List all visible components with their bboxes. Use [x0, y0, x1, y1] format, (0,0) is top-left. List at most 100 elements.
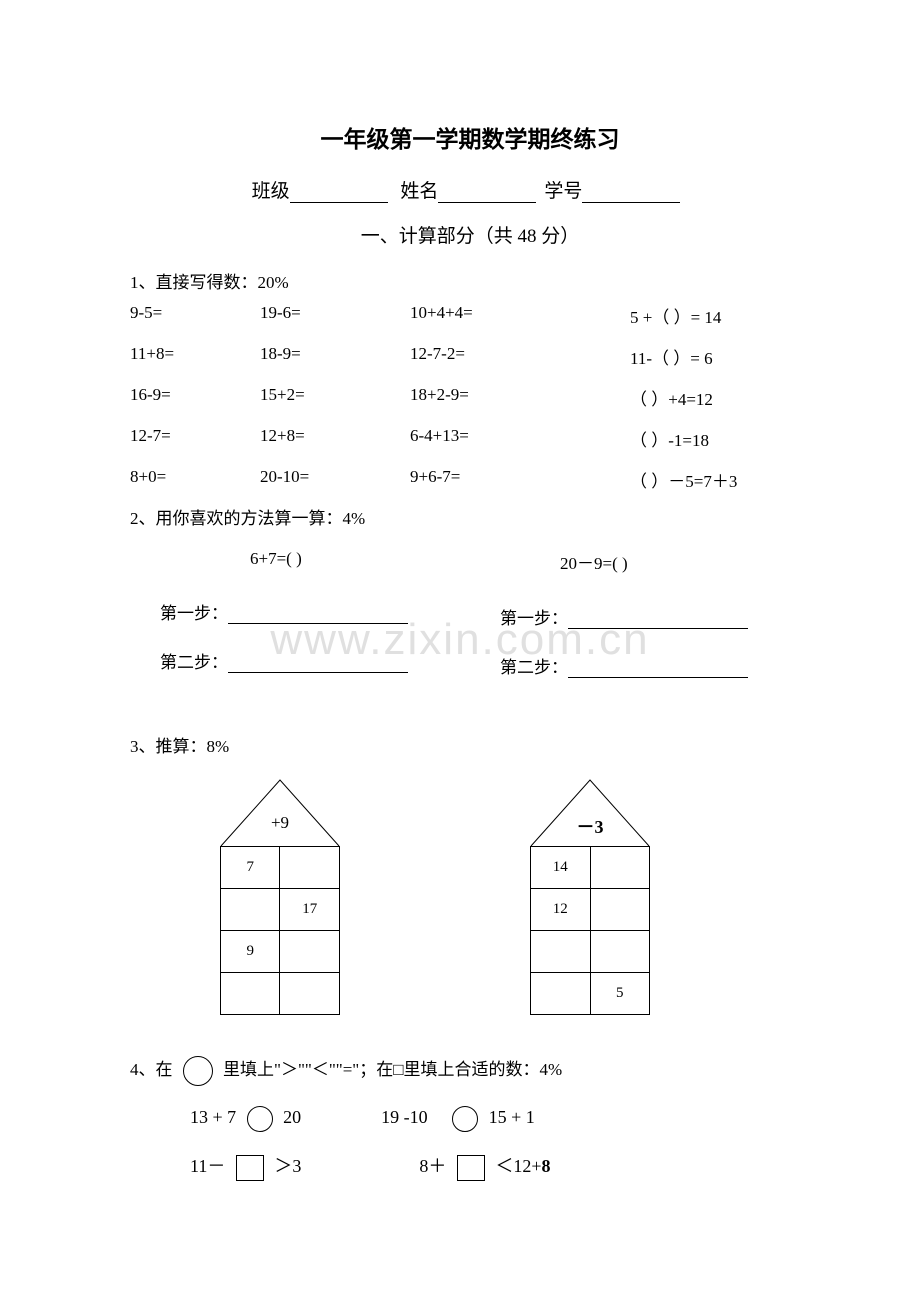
- q4-label: 4、在 里填上"＞""＜""="；在□里填上合适的数：4%: [130, 1055, 810, 1086]
- step2-label: 第二步：: [160, 653, 228, 672]
- step1-label: 第一步：: [500, 609, 568, 628]
- table-row: [221, 973, 340, 1015]
- expr-text: ＜12+: [495, 1156, 541, 1176]
- house-left: +9 7 17 9: [215, 777, 345, 1015]
- q4-item: 13 + 7 20: [190, 1106, 301, 1132]
- eq-cell: 10+4+4=: [410, 303, 600, 328]
- table-row: [531, 931, 650, 973]
- q4-line-1: 13 + 7 20 19 -10 15 + 1: [130, 1106, 810, 1132]
- table-cell[interactable]: 9: [221, 931, 280, 973]
- q2-right-expression: 20－9=( ): [470, 549, 810, 574]
- table-cell[interactable]: [531, 973, 591, 1015]
- eq-cell: 18+2-9=: [410, 385, 600, 410]
- table-row: 7: [221, 847, 340, 889]
- expr-text: 15 + 1: [489, 1107, 535, 1127]
- eq-cell: 11-（ ）= 6: [600, 344, 810, 369]
- table-cell[interactable]: [221, 889, 280, 931]
- table-cell[interactable]: [280, 931, 340, 973]
- table-row: 12: [531, 889, 650, 931]
- table-cell[interactable]: 5: [590, 973, 649, 1015]
- page-title: 一年级第一学期数学期终练习: [130, 120, 810, 154]
- step1-label: 第一步：: [160, 604, 228, 623]
- eq-cell: 15+2=: [260, 385, 410, 410]
- q4-item: 11－ ＞3: [190, 1152, 301, 1181]
- step-blank[interactable]: [568, 662, 748, 678]
- q2-left-step1: 第一步：: [130, 599, 470, 624]
- student-info-line: 班级 姓名 学号: [130, 176, 810, 203]
- q2-label: 2、用你喜欢的方法算一算：4%: [130, 504, 810, 529]
- q2-left-column: 6+7=( ) 第一步： 第二步：: [130, 549, 470, 702]
- expr-text: 8＋: [419, 1156, 446, 1176]
- table-cell[interactable]: 17: [280, 889, 340, 931]
- step-blank[interactable]: [228, 608, 408, 624]
- id-label: 学号: [544, 181, 582, 202]
- house-right-table: 14 12 5: [530, 846, 650, 1015]
- eq-cell: 11+8=: [130, 344, 260, 369]
- answer-circle[interactable]: [452, 1106, 478, 1132]
- eq-cell: 16-9=: [130, 385, 260, 410]
- eq-cell: 18-9=: [260, 344, 410, 369]
- eq-cell: （ ）－5=7＋3: [600, 467, 810, 492]
- table-row: 17: [221, 889, 340, 931]
- table-cell[interactable]: 7: [221, 847, 280, 889]
- q3-label: 3、推算：8%: [130, 732, 810, 757]
- expr-text: 11－: [190, 1156, 225, 1176]
- table-cell[interactable]: [590, 847, 649, 889]
- expr-text: 20: [283, 1107, 301, 1127]
- step-blank[interactable]: [568, 613, 748, 629]
- answer-circle[interactable]: [247, 1106, 273, 1132]
- class-blank[interactable]: [290, 185, 388, 203]
- table-cell[interactable]: [280, 973, 340, 1015]
- q2-left-step2: 第二步：: [130, 648, 470, 673]
- house-left-op: +9: [215, 813, 345, 833]
- q4-label-pre: 4、在: [130, 1060, 173, 1079]
- answer-square[interactable]: [457, 1155, 485, 1181]
- house-right-op: －3: [525, 813, 655, 839]
- eq-cell: 12+8=: [260, 426, 410, 451]
- table-cell[interactable]: 12: [531, 889, 591, 931]
- expr-text: 13 + 7: [190, 1107, 236, 1127]
- eq-cell: 20-10=: [260, 467, 410, 492]
- table-row: 5: [531, 973, 650, 1015]
- table-cell[interactable]: [221, 973, 280, 1015]
- eq-cell: 19-6=: [260, 303, 410, 328]
- eq-cell: （ ）+4=12: [600, 385, 810, 410]
- q2-right-column: 20－9=( ) 第一步： 第二步：: [470, 549, 810, 702]
- q4-line-2: 11－ ＞3 8＋ ＜12+8: [130, 1152, 810, 1181]
- expr-text: 19 -10: [381, 1107, 428, 1127]
- house-right: －3 14 12 5: [525, 777, 655, 1015]
- eq-cell: 6-4+13=: [410, 426, 600, 451]
- eq-cell: 9-5=: [130, 303, 260, 328]
- q3-container: +9 7 17 9 －3 14 12 5: [130, 777, 810, 1015]
- circle-icon: [183, 1056, 213, 1086]
- section-1-header: 一、计算部分（共 48 分）: [130, 221, 810, 248]
- table-row: 14: [531, 847, 650, 889]
- eq-cell: （ ）-1=18: [600, 426, 810, 451]
- class-label: 班级: [252, 181, 290, 202]
- q1-label: 1、直接写得数：20%: [130, 268, 810, 293]
- step-blank[interactable]: [228, 657, 408, 673]
- table-cell[interactable]: [531, 931, 591, 973]
- q4-item: 19 -10 15 + 1: [381, 1106, 535, 1132]
- q2-left-expression: 6+7=( ): [130, 549, 470, 569]
- house-left-table: 7 17 9: [220, 846, 340, 1015]
- table-row: 9: [221, 931, 340, 973]
- eq-cell: 8+0=: [130, 467, 260, 492]
- q2-right-step2: 第二步：: [470, 653, 810, 678]
- eq-cell: 12-7=: [130, 426, 260, 451]
- table-cell[interactable]: [590, 889, 649, 931]
- eq-cell: 9+6-7=: [410, 467, 600, 492]
- eq-cell: 12-7-2=: [410, 344, 600, 369]
- name-label: 姓名: [400, 181, 438, 202]
- table-cell[interactable]: [280, 847, 340, 889]
- q4-label-post: 里填上"＞""＜""="；在□里填上合适的数：4%: [223, 1060, 562, 1079]
- eq-cell: 5 +（ ）= 14: [600, 303, 810, 328]
- name-blank[interactable]: [438, 185, 536, 203]
- answer-square[interactable]: [236, 1155, 264, 1181]
- id-blank[interactable]: [582, 185, 680, 203]
- step2-label: 第二步：: [500, 658, 568, 677]
- table-cell[interactable]: [590, 931, 649, 973]
- q4-item: 8＋ ＜12+8: [419, 1152, 550, 1181]
- table-cell[interactable]: 14: [531, 847, 591, 889]
- expr-text: ＞3: [274, 1156, 301, 1176]
